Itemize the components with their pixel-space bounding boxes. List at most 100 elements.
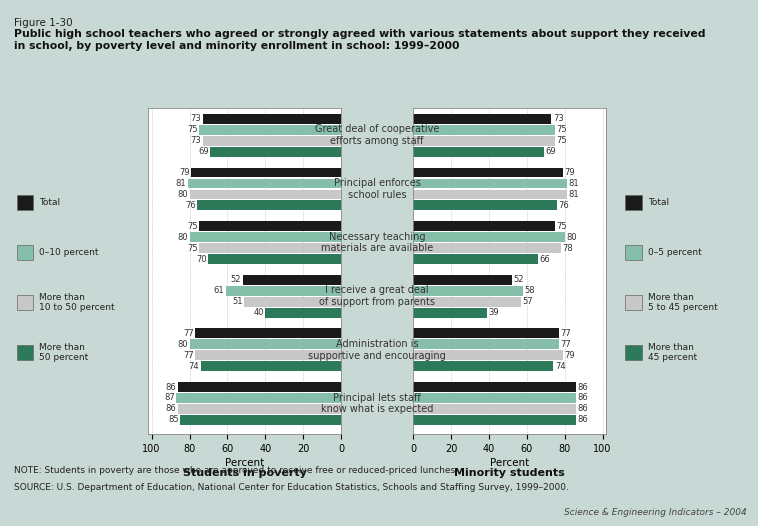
Bar	[413, 415, 576, 425]
Text: 52: 52	[230, 275, 241, 284]
Text: 86: 86	[166, 382, 177, 391]
Bar	[190, 189, 341, 199]
Bar	[265, 308, 341, 318]
Text: Principal lets staff
know what is expected: Principal lets staff know what is expect…	[321, 393, 434, 414]
Text: Total: Total	[39, 198, 61, 207]
Bar	[203, 114, 341, 124]
Text: More than
10 to 50 percent: More than 10 to 50 percent	[39, 293, 115, 312]
Text: 69: 69	[545, 147, 556, 156]
Text: 73: 73	[553, 114, 564, 123]
Text: 51: 51	[233, 297, 243, 306]
Text: 86: 86	[578, 416, 588, 424]
Text: 77: 77	[560, 329, 572, 338]
Text: 75: 75	[556, 125, 568, 134]
Text: SOURCE: U.S. Department of Education, National Center for Education Statistics, : SOURCE: U.S. Department of Education, Na…	[14, 483, 568, 492]
Text: 74: 74	[555, 362, 565, 371]
Bar	[180, 415, 341, 425]
Bar	[187, 178, 341, 188]
Text: Students in poverty: Students in poverty	[183, 468, 306, 479]
X-axis label: Percent: Percent	[225, 458, 264, 468]
Bar	[201, 361, 341, 371]
Text: 86: 86	[578, 404, 588, 413]
Bar	[243, 275, 341, 285]
Bar	[413, 200, 557, 210]
Text: More than
45 percent: More than 45 percent	[648, 343, 697, 362]
Text: 77: 77	[560, 340, 572, 349]
Text: Minority students: Minority students	[454, 468, 565, 479]
Text: 76: 76	[185, 201, 196, 210]
Bar	[413, 404, 576, 414]
Bar	[413, 339, 559, 349]
Text: 75: 75	[186, 221, 197, 230]
Text: 40: 40	[253, 308, 264, 317]
Bar	[196, 329, 341, 338]
Bar	[190, 232, 341, 242]
Bar	[199, 243, 341, 253]
Bar	[226, 286, 341, 296]
Bar	[413, 147, 544, 157]
Text: 75: 75	[556, 221, 568, 230]
Text: More than
50 percent: More than 50 percent	[39, 343, 89, 362]
Bar	[413, 221, 555, 231]
Text: 87: 87	[164, 393, 174, 402]
Text: 61: 61	[213, 286, 224, 295]
Text: NOTE: Students in poverty are those who are approved to receive free or reduced-: NOTE: Students in poverty are those who …	[14, 466, 458, 474]
Bar	[413, 136, 555, 146]
Text: 79: 79	[179, 168, 190, 177]
Text: 75: 75	[556, 136, 568, 145]
Bar	[191, 168, 341, 177]
Text: 0–10 percent: 0–10 percent	[39, 248, 99, 257]
Text: 66: 66	[540, 255, 550, 264]
Text: 76: 76	[559, 201, 569, 210]
Text: 73: 73	[190, 114, 202, 123]
Text: 39: 39	[488, 308, 500, 317]
Bar	[413, 254, 538, 264]
Text: Necessary teaching
materials are available: Necessary teaching materials are availab…	[321, 232, 434, 254]
Bar	[176, 393, 341, 403]
Bar	[199, 221, 341, 231]
Bar	[203, 136, 341, 146]
Text: 74: 74	[189, 362, 199, 371]
Bar	[413, 297, 522, 307]
Text: 80: 80	[177, 232, 188, 241]
Text: 78: 78	[562, 244, 573, 252]
Bar	[413, 275, 512, 285]
Text: 69: 69	[198, 147, 209, 156]
Bar	[413, 350, 562, 360]
Text: 0–5 percent: 0–5 percent	[648, 248, 702, 257]
Text: 75: 75	[186, 125, 197, 134]
Bar	[190, 339, 341, 349]
Bar	[413, 189, 566, 199]
Text: 77: 77	[183, 351, 194, 360]
Bar	[413, 168, 562, 177]
Bar	[244, 297, 341, 307]
Bar	[413, 286, 523, 296]
Bar	[413, 329, 559, 338]
Text: 52: 52	[513, 275, 524, 284]
Text: 80: 80	[177, 340, 188, 349]
Text: 58: 58	[525, 286, 535, 295]
Bar	[199, 125, 341, 135]
Text: 81: 81	[175, 179, 186, 188]
Text: 85: 85	[168, 416, 179, 424]
Text: 57: 57	[522, 297, 534, 306]
Bar	[210, 147, 341, 157]
Bar	[413, 114, 551, 124]
Text: 79: 79	[564, 351, 575, 360]
Text: 73: 73	[190, 136, 202, 145]
Bar	[413, 393, 576, 403]
Text: 86: 86	[578, 393, 588, 402]
Bar	[413, 308, 487, 318]
Bar	[413, 125, 555, 135]
Text: Public high school teachers who agreed or strongly agreed with various statement: Public high school teachers who agreed o…	[14, 29, 705, 50]
Text: 86: 86	[166, 404, 177, 413]
Text: 80: 80	[177, 190, 188, 199]
Bar	[197, 200, 341, 210]
Bar	[178, 404, 341, 414]
Text: Great deal of cooperative
efforts among staff: Great deal of cooperative efforts among …	[315, 125, 440, 146]
Text: I receive a great deal
of support from parents: I receive a great deal of support from p…	[319, 286, 435, 307]
Bar	[178, 382, 341, 392]
Bar	[196, 350, 341, 360]
Bar	[413, 232, 565, 242]
Bar	[413, 243, 561, 253]
